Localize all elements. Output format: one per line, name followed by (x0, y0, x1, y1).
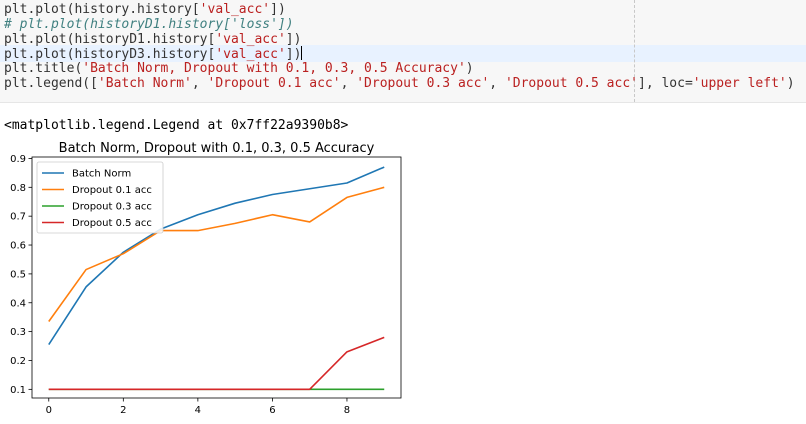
active-line-highlight (0, 45, 806, 62)
series-line-batch-norm (48, 166, 385, 346)
y-tick-label: 0.2 (10, 356, 26, 367)
y-tick-label: 0.9 (10, 154, 26, 165)
code-token: ]) (285, 47, 302, 62)
y-tick-label: 0.8 (10, 183, 26, 194)
code-token: ) (465, 61, 474, 76)
code-token: , (489, 76, 505, 91)
code-cell[interactable]: plt.plot(history.history['val_acc']) # pl… (0, 0, 806, 103)
code-token: ]) (285, 32, 302, 47)
code-line-3[interactable]: plt.plot(historyD1.history['val_acc']) (4, 32, 301, 48)
line-length-ruler (634, 0, 635, 102)
code-token: plt.plot(historyD1.history[ (4, 32, 216, 47)
x-tick-label: 8 (344, 405, 350, 416)
code-token: plt.legend([ (4, 76, 98, 91)
y-tick-label: 0.5 (10, 269, 26, 280)
series-line-dropout-0-1-acc (48, 186, 385, 322)
y-tick-label: 0.7 (10, 212, 26, 223)
code-token: 'Batch Norm' (97, 76, 192, 91)
cell-output-repr: <matplotlib.legend.Legend at 0x7ff22a939… (4, 118, 349, 133)
code-line-2[interactable]: # plt.plot(historyD1.history['loss']) (4, 17, 294, 33)
code-token: 'Batch Norm, Dropout with 0.1, 0.3, 0.5 … (82, 61, 466, 76)
y-tick-label: 0.6 (10, 241, 26, 252)
x-tick-label: 0 (46, 405, 52, 416)
code-token: ], loc= (638, 76, 693, 91)
code-token: 'Dropout 0.1 acc' (207, 76, 341, 91)
legend-entry: Dropout 0.3 acc (72, 202, 152, 213)
code-token: ]) (270, 2, 286, 17)
code-token: # plt.plot(historyD1.history['loss']) (4, 17, 294, 32)
code-line-6[interactable]: plt.legend(['Batch Norm', 'Dropout 0.1 a… (4, 76, 795, 92)
code-token: plt.title( (4, 61, 83, 76)
x-tick-label: 4 (195, 405, 201, 416)
code-token: plt.plot(history.history[ (4, 2, 200, 17)
y-tick-label: 0.4 (10, 298, 26, 309)
legend-entry: Batch Norm (72, 169, 131, 180)
plot-frame (31, 156, 402, 399)
series-line-dropout-0-5-acc (48, 336, 385, 391)
y-tick-label: 0.1 (10, 385, 26, 396)
code-line-5[interactable]: plt.title('Batch Norm, Dropout with 0.1,… (4, 61, 474, 77)
code-token: 'val_acc' (199, 2, 271, 17)
y-tick-label: 0.3 (10, 327, 26, 338)
code-token: plt.plot(historyD3.history[ (4, 47, 216, 62)
code-token: 'val_acc' (215, 32, 286, 47)
code-token: 'Dropout 0.5 acc' (504, 76, 638, 91)
code-line-4[interactable]: plt.plot(historyD3.history['val_acc']) (4, 46, 303, 62)
code-token: , (191, 76, 208, 91)
legend-box (36, 161, 164, 234)
legend-entry: Dropout 0.1 acc (72, 185, 152, 196)
code-token: ) (786, 76, 795, 91)
chart-legend: Batch Norm Dropout 0.1 acc Dropout 0.3 acc… (36, 161, 164, 234)
code-line-1[interactable]: plt.plot(history.history['val_acc']) (4, 2, 286, 18)
x-tick-label: 6 (269, 405, 275, 416)
code-token: 'upper left' (692, 76, 787, 91)
code-token: 'val_acc' (215, 47, 286, 62)
code-token: , (340, 76, 357, 91)
code-token: 'Dropout 0.3 acc' (356, 76, 490, 91)
chart-title: Batch Norm, Dropout with 0.1, 0.3, 0.5 A… (59, 141, 375, 156)
x-tick-label: 2 (120, 405, 126, 416)
legend-entry: Dropout 0.5 acc (72, 218, 152, 229)
text-cursor (301, 46, 303, 60)
